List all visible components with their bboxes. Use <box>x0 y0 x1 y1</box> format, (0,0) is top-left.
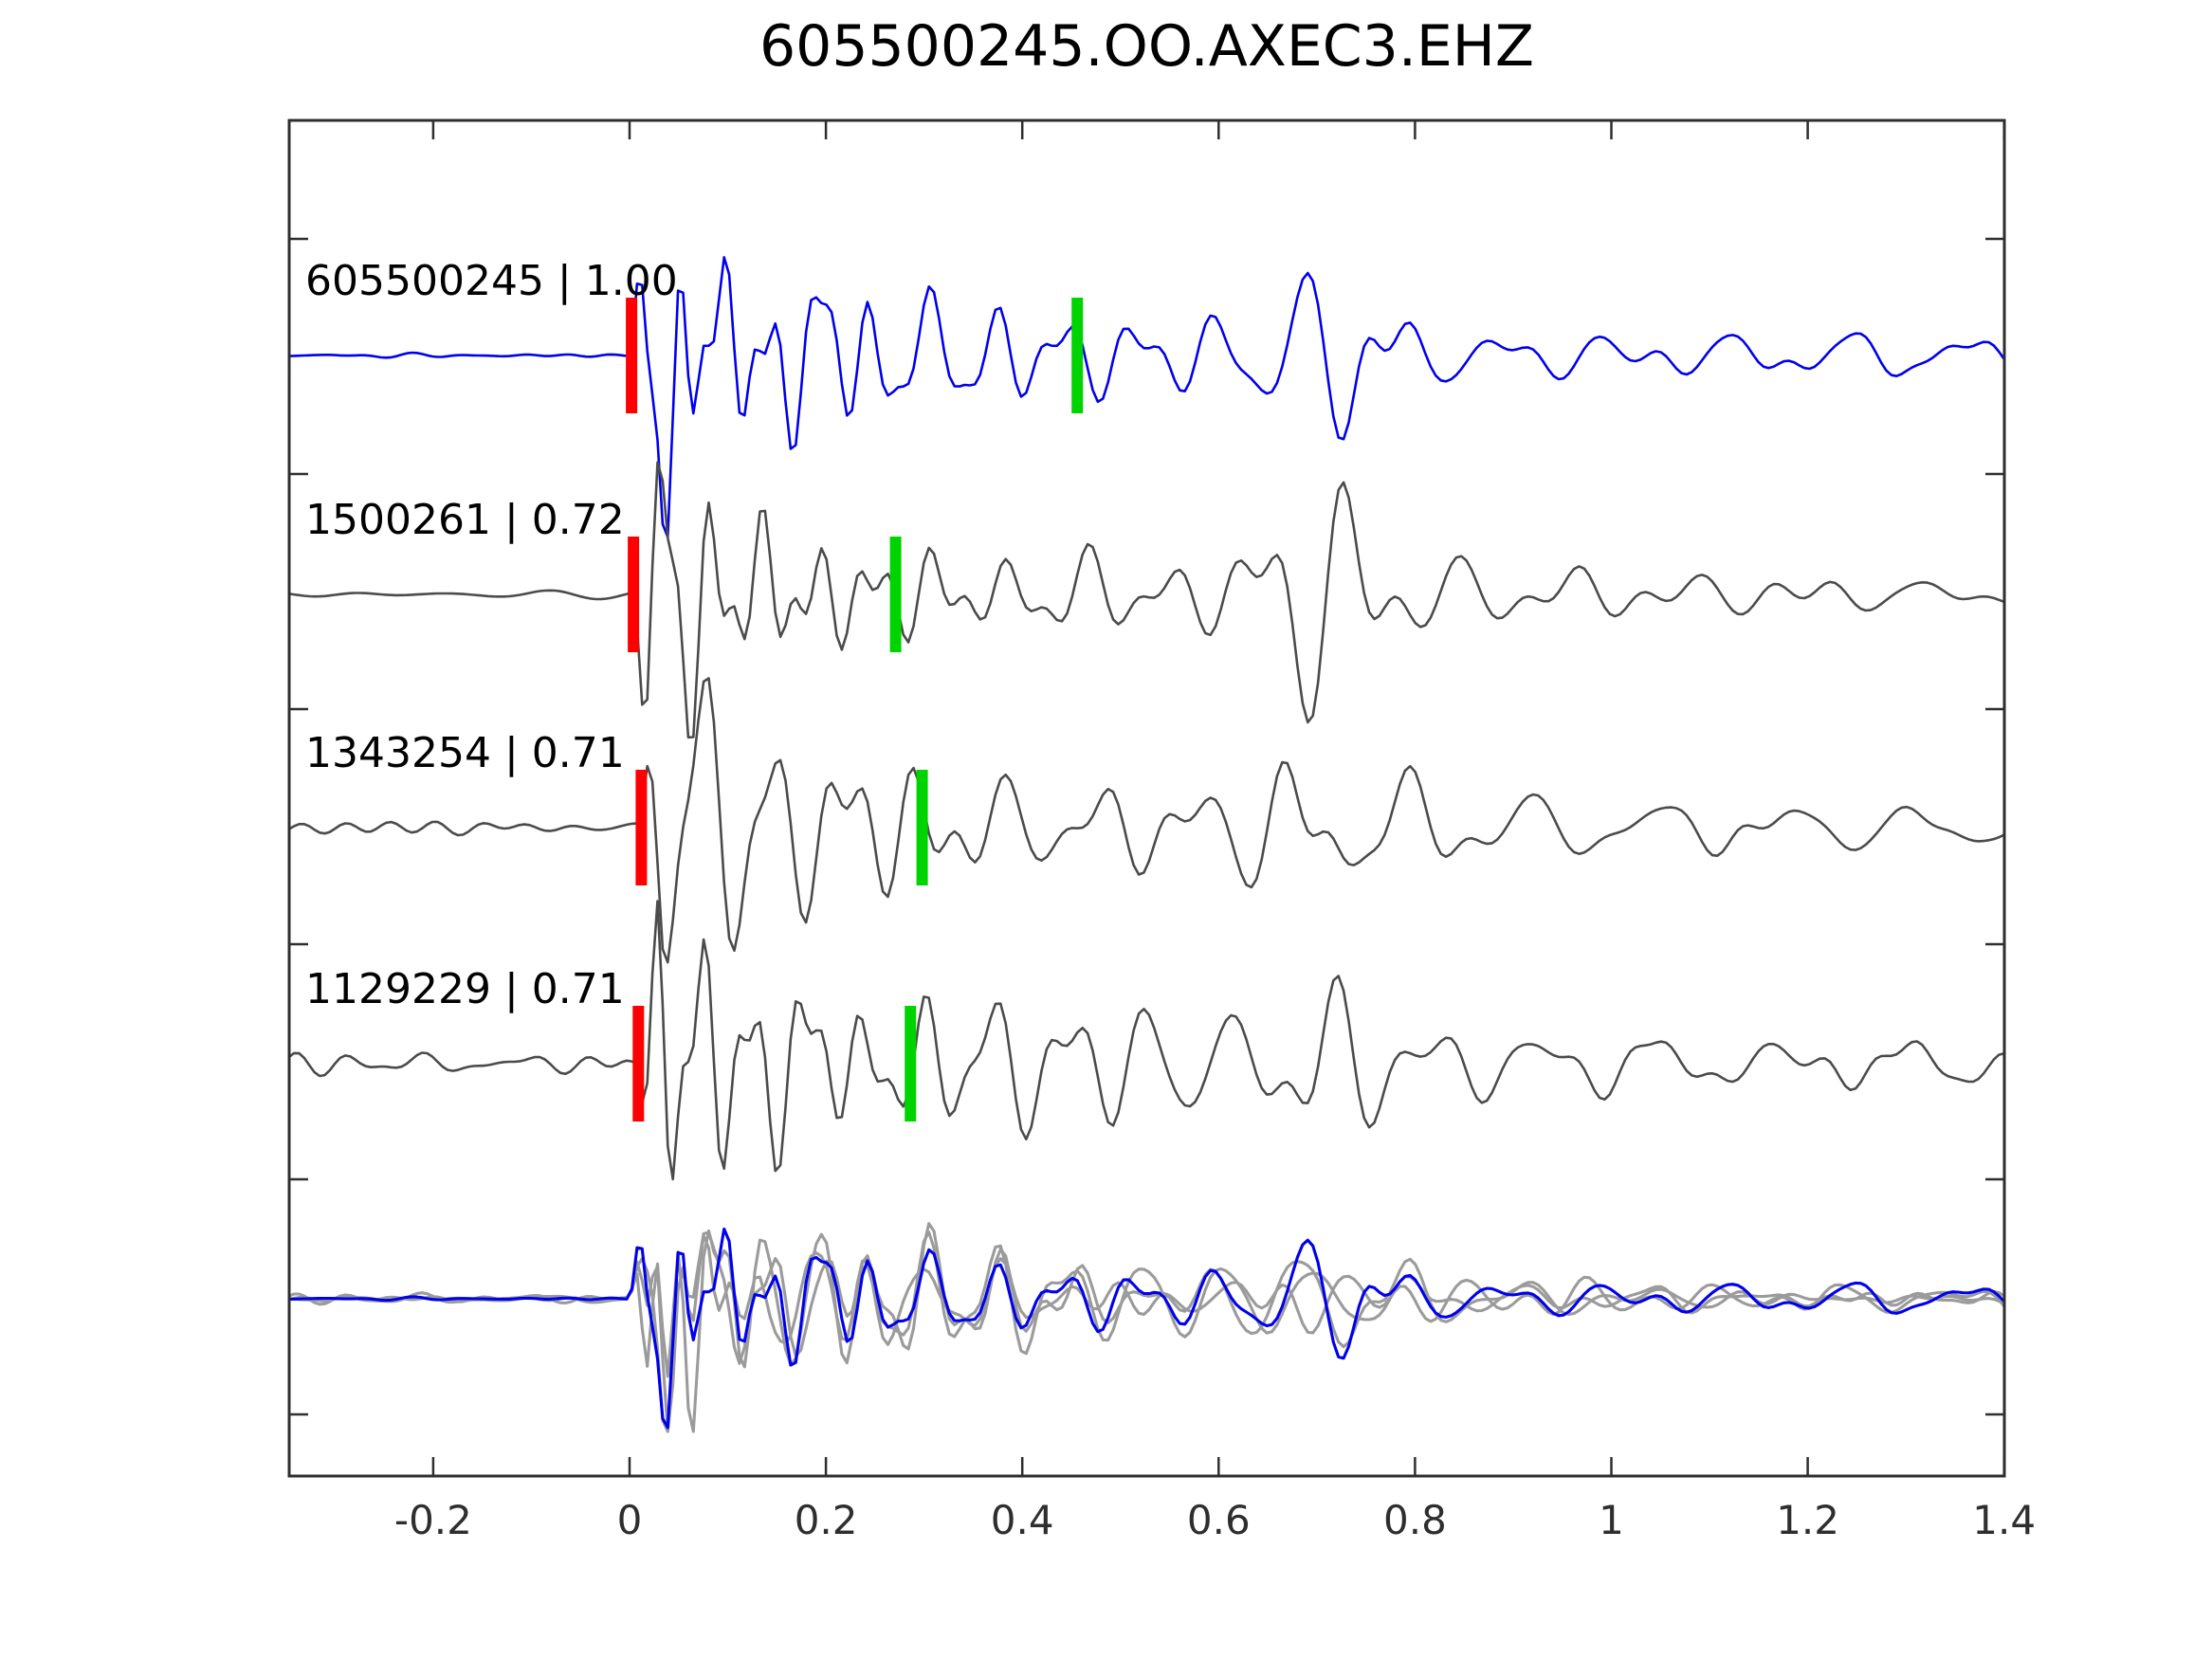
x-tick-label: 1.2 <box>1776 1497 1839 1543</box>
x-tick-label: 0.6 <box>1187 1497 1251 1543</box>
x-tick-label: 1 <box>1599 1497 1624 1543</box>
overlay-trace-target-605500245 <box>288 1227 2005 1430</box>
overlay-trace-gray-1343254 <box>288 1231 2005 1433</box>
pick-marker-green-1500261 <box>889 537 902 652</box>
pick-marker-red-1343254 <box>635 770 648 885</box>
overlay-trace-gray-1500261 <box>288 1222 2005 1433</box>
x-tick-label: 0.2 <box>795 1497 858 1543</box>
x-tick-label: 1.4 <box>1972 1497 2036 1543</box>
x-tick-label: 0 <box>617 1497 643 1543</box>
pick-marker-green-1343254 <box>916 770 928 885</box>
x-tick-label: 0.4 <box>991 1497 1054 1543</box>
pick-marker-red-605500245 <box>626 298 638 413</box>
pick-marker-red-1500261 <box>628 537 640 652</box>
overlay-trace-gray-1129229 <box>288 1231 2005 1433</box>
waveform-trace-1500261 <box>288 461 2005 739</box>
chart-title: 605500245.OO.AXEC3.EHZ <box>759 13 1535 80</box>
pick-marker-green-1129229 <box>905 1006 917 1121</box>
pick-marker-green-605500245 <box>1071 298 1084 413</box>
waveform-trace-605500245 <box>288 256 2005 538</box>
pick-marker-red-1129229 <box>632 1006 645 1121</box>
plot-frame <box>287 118 2006 1478</box>
x-tick-label: -0.2 <box>394 1497 472 1543</box>
waveform-trace-1129229 <box>287 900 2005 1181</box>
waveform-trace-1343254 <box>288 677 2005 964</box>
x-tick-label: 0.8 <box>1383 1497 1447 1543</box>
